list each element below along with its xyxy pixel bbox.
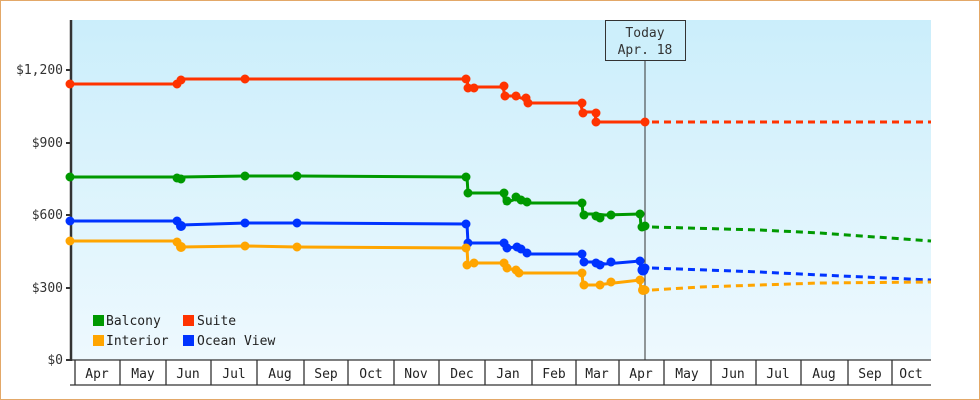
- today-label: Today: [625, 26, 664, 41]
- legend-item-interior: Interior: [93, 334, 169, 349]
- today-date: Apr. 18: [618, 43, 673, 58]
- svg-text:Ocean View: Ocean View: [197, 334, 275, 349]
- y-tick-600: $600: [32, 208, 63, 223]
- x-tick: Apr: [85, 367, 109, 382]
- x-tick: Jan: [496, 367, 519, 382]
- y-tick-0: $0: [47, 353, 63, 368]
- x-tick: Jun: [721, 367, 744, 382]
- legend-item-ocean-view: Ocean View: [183, 334, 275, 349]
- x-tick: Jul: [222, 367, 245, 382]
- interior-swatch: [93, 335, 104, 346]
- y-tick-300: $300: [32, 281, 63, 296]
- x-tick: Mar: [585, 367, 609, 382]
- x-axis: [70, 359, 931, 386]
- x-tick: Aug: [812, 367, 835, 382]
- series-balcony: [65, 171, 932, 243]
- legend-item-balcony: Balcony: [93, 314, 161, 329]
- svg-text:Interior: Interior: [106, 334, 169, 349]
- suite-swatch: [183, 315, 194, 326]
- legend: Balcony Suite Interior Ocean View: [93, 314, 275, 349]
- today-marker: Today Apr. 18: [605, 20, 686, 360]
- y-tick-900: $900: [32, 136, 63, 151]
- balcony-swatch: [93, 315, 104, 326]
- x-tick: Oct: [359, 367, 382, 382]
- svg-text:Balcony: Balcony: [106, 314, 161, 329]
- x-tick: Dec: [450, 367, 473, 382]
- x-tick: May: [131, 367, 155, 382]
- x-tick: Jul: [766, 367, 789, 382]
- x-tick: Apr: [629, 367, 653, 382]
- x-tick: Aug: [268, 367, 291, 382]
- x-tick-labels: Apr May Jun Jul Aug Sep Oct Nov Dec Jan …: [85, 367, 922, 382]
- y-axis: [66, 20, 73, 361]
- x-tick: May: [675, 367, 699, 382]
- x-tick: Sep: [858, 367, 882, 382]
- svg-text:Suite: Suite: [197, 314, 236, 329]
- x-tick: Nov: [404, 367, 428, 382]
- y-tick-1200: $1,200: [16, 63, 63, 78]
- y-tick-labels: $0 $300 $600 $900 $1,200: [16, 63, 63, 368]
- x-tick: Jun: [176, 367, 199, 382]
- x-tick: Feb: [542, 367, 566, 382]
- legend-item-suite: Suite: [183, 314, 236, 329]
- x-tick: Sep: [314, 367, 338, 382]
- series-interior: [65, 236, 932, 295]
- series-ocean-view: [65, 216, 932, 282]
- series-suite: [65, 74, 931, 127]
- ocean-view-swatch: [183, 335, 194, 346]
- x-tick: Oct: [899, 367, 922, 382]
